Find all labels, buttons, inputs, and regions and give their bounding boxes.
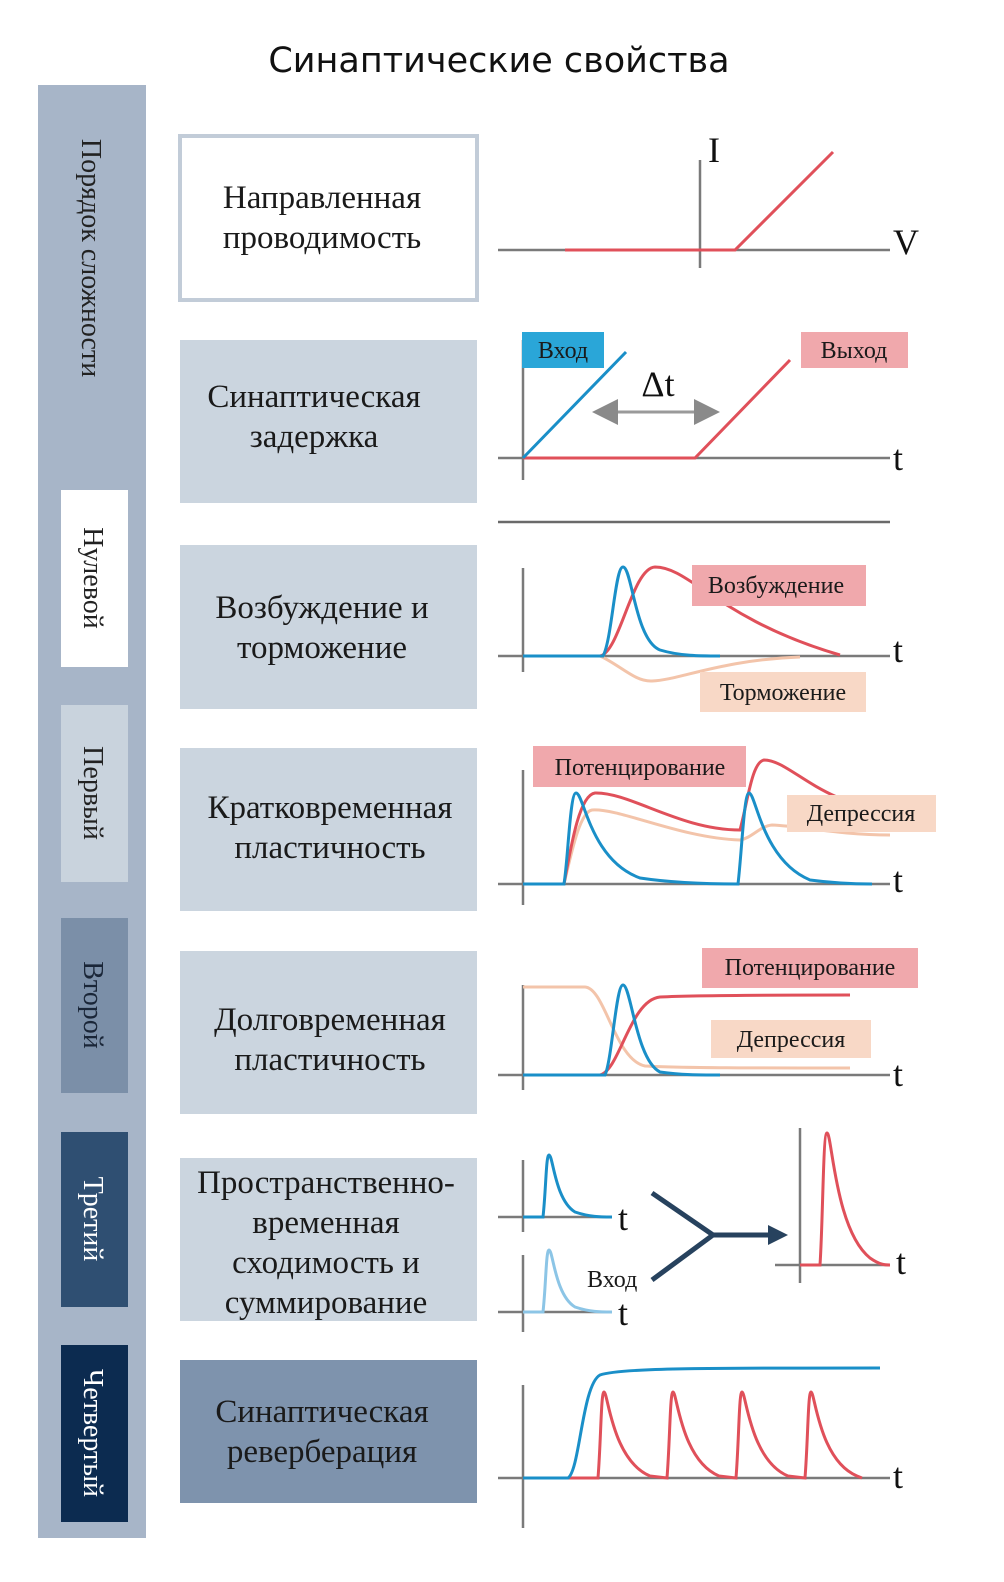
x-axis-label: t xyxy=(618,1293,628,1333)
x-axis-label: t xyxy=(893,630,903,670)
excitation-label: Возбуждение xyxy=(708,573,844,599)
potentiation-label: Потенцирование xyxy=(725,955,896,981)
input-label: Вход xyxy=(538,338,588,364)
diagram-title: Синаптические свойства xyxy=(268,41,729,81)
graph-iv: I V xyxy=(498,130,919,268)
depression-label-bg xyxy=(711,1020,871,1058)
property-label: проводимость xyxy=(223,220,421,256)
inhibition-label: Торможение xyxy=(720,680,846,706)
property-box-reverberation xyxy=(180,1360,477,1503)
property-box-short-term xyxy=(180,748,477,911)
property-label: суммирование xyxy=(225,1285,427,1321)
graph-excitation-inhibition: Возбуждение Торможение t xyxy=(498,565,903,712)
tier-fourth-label: Четвертый xyxy=(77,1369,108,1497)
graph-reverberation: t xyxy=(498,1366,903,1528)
property-box-excitation xyxy=(180,545,477,709)
tier-second xyxy=(61,918,128,1093)
potentiation-label: Потенцирование xyxy=(555,755,726,781)
potentiation-curve xyxy=(523,758,891,886)
input-curve xyxy=(523,1366,881,1480)
output-label: Выход xyxy=(821,338,888,364)
property-boxes: Направленная проводимость Синаптическая … xyxy=(178,134,479,1503)
property-label: реверберация xyxy=(227,1434,417,1470)
graph-summation: t t Вход t xyxy=(498,1128,906,1333)
property-label: пластичность xyxy=(234,830,425,866)
property-label: Возбуждение и xyxy=(215,590,428,626)
delta-t-label: Δt xyxy=(641,364,674,404)
x-axis-label: t xyxy=(893,860,903,900)
x-axis-label: t xyxy=(893,438,903,478)
convergence-arrow xyxy=(650,1190,772,1283)
property-box-summation xyxy=(180,1158,477,1321)
property-label: Синаптическая xyxy=(215,1394,428,1430)
excitation-label-bg xyxy=(692,565,866,606)
property-label: сходимость и xyxy=(232,1245,420,1281)
graph-short-term: Потенцирование Депрессия t xyxy=(498,746,936,905)
inhibition-label-bg xyxy=(700,672,866,712)
tier-fourth xyxy=(61,1345,128,1522)
arrow-left-icon xyxy=(592,399,618,425)
property-box-long-term xyxy=(180,951,477,1114)
x-axis-label: V xyxy=(893,222,919,262)
x-axis-label: t xyxy=(893,1054,903,1094)
x-axis-label: t xyxy=(893,1456,903,1496)
input-label: Вход xyxy=(587,1267,637,1293)
depression-curve xyxy=(523,985,851,1070)
property-label: задержка xyxy=(250,419,379,455)
input-curve-1 xyxy=(523,1153,613,1219)
output-spikes xyxy=(523,1390,863,1480)
arrow-right-icon xyxy=(768,1225,788,1245)
potentiation-label-bg xyxy=(533,746,746,787)
complexity-axis-label: Порядок сложности xyxy=(75,139,106,377)
depression-label: Депрессия xyxy=(807,801,916,827)
potentiation-curve xyxy=(523,993,851,1077)
property-label: Направленная xyxy=(223,180,421,216)
property-label: Кратковременная xyxy=(208,790,453,826)
excitation-curve xyxy=(523,565,841,658)
property-label: Пространственно- xyxy=(197,1165,455,1201)
input-curve xyxy=(521,350,628,460)
arrow-right-icon xyxy=(694,399,720,425)
input-curve xyxy=(523,791,873,886)
x-axis-label: t xyxy=(896,1242,906,1282)
input-curve xyxy=(523,565,721,658)
property-label: Долговременная xyxy=(214,1002,446,1038)
potentiation-label-bg xyxy=(702,948,918,988)
tier-third-label: Третий xyxy=(77,1177,108,1262)
property-label: Синаптическая xyxy=(207,379,420,415)
tier-first xyxy=(61,705,128,882)
tier-zero xyxy=(61,490,128,667)
graph-delay: Вход Выход Δt t xyxy=(498,332,908,524)
tier-zero-label: Нулевой xyxy=(77,527,108,628)
property-box-delay xyxy=(180,340,477,503)
property-label: временная xyxy=(252,1205,399,1241)
y-axis-label: I xyxy=(708,130,720,170)
tier-first-label: Первый xyxy=(77,746,108,840)
output-curve xyxy=(523,358,792,460)
tier-second-label: Второй xyxy=(77,961,108,1049)
complexity-axis: Порядок сложности Нулевой Первый Второй … xyxy=(38,85,146,1538)
x-axis-label: t xyxy=(618,1198,628,1238)
property-box-directional xyxy=(178,134,479,302)
inhibition-curve xyxy=(599,654,801,683)
depression-label-bg xyxy=(787,795,936,832)
output-label-bg xyxy=(801,332,908,368)
property-label: пластичность xyxy=(234,1042,425,1078)
iv-curve xyxy=(565,150,835,252)
tier-third xyxy=(61,1132,128,1307)
input-label-bg xyxy=(522,332,604,368)
output-curve xyxy=(800,1131,891,1267)
depression-label: Депрессия xyxy=(737,1027,846,1053)
input-curve xyxy=(523,983,721,1077)
input-curve-2 xyxy=(523,1248,613,1314)
graph-long-term: Потенцирование Депрессия t xyxy=(498,948,918,1094)
property-label: торможение xyxy=(237,630,407,666)
